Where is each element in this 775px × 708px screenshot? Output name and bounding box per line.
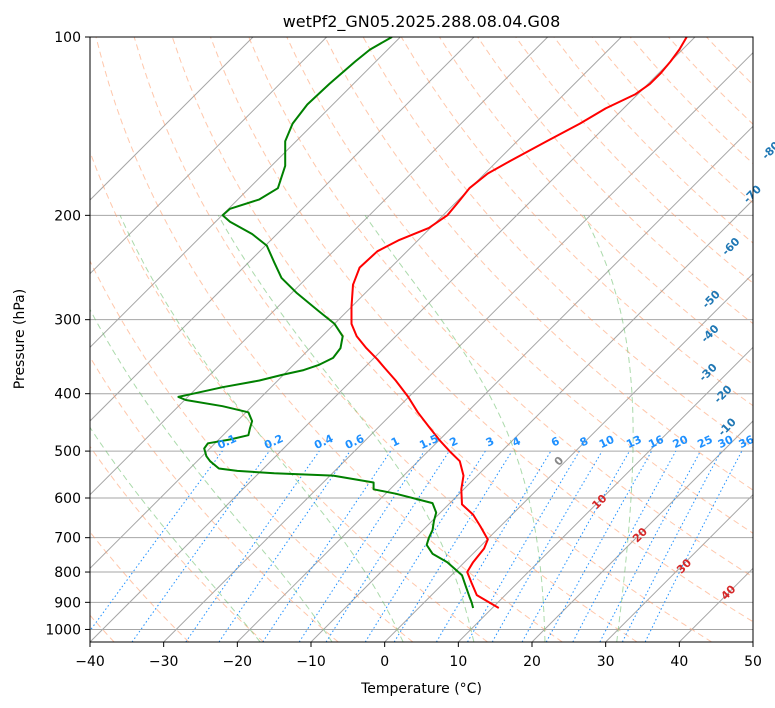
isotherm-line [384,272,753,642]
moist-adiabat-line [217,215,475,642]
plot-frame [89,36,754,643]
x-axis-label: Temperature (°C) [360,681,482,697]
dry-adiabat-line [90,259,414,642]
x-tick-label: 40 [670,654,688,670]
mixing-ratio-line [572,450,677,642]
mixing-ratio-line [644,450,743,642]
chart-title: wetPf2_GN05.2025.288.08.04.G08 [283,12,561,32]
moist-adiabat-line [364,215,546,642]
isotherm-line [236,125,753,642]
y-tick-label: 300 [54,313,81,329]
isotherm-line [90,37,328,275]
mixing-ratio-line [131,450,270,642]
y-tick-label: 1000 [45,622,81,638]
dry-adiabat-line [324,37,753,491]
mixing-ratio-label: 30 [716,433,736,451]
mixing-ratio-line [393,450,513,642]
moist-adiabat-line [90,426,261,642]
y-tick-label: 800 [54,565,81,581]
isotherm-line [457,346,753,642]
isotherm-line [90,37,254,201]
x-tick-label: −10 [296,654,326,670]
moist-adiabat-line [583,215,634,642]
y-tick-label: 400 [54,387,81,403]
dewpoint-profile-line [177,37,475,609]
x-tick-label: −30 [149,654,179,670]
x-tick-label: 50 [744,654,762,670]
moist-adiabat-line [90,308,333,642]
isotherm-line [531,420,753,642]
y-tick-label: 200 [54,208,81,224]
dry-adiabat-line [515,37,753,284]
moist-adiabat-line [119,215,404,642]
dry-adiabat-line [133,37,638,642]
dry-adiabat-line [248,37,753,578]
y-tick-label: 900 [54,595,81,611]
mixing-ratio-line [90,450,223,632]
dry-adiabat-line [95,37,563,642]
mixing-ratio-line [185,450,320,642]
grid-layer [90,37,753,642]
isotherm-line [90,37,549,496]
isotherm-line [90,37,475,422]
mixing-ratio-label: 16 [646,433,666,451]
x-tick-label: −20 [223,654,253,670]
isotherm-line [90,37,622,570]
x-tick-label: 0 [380,654,389,670]
isotherm-line [90,37,401,349]
mixing-ratio-line [262,450,392,642]
x-tick-label: 10 [449,654,467,670]
y-tick-label: 700 [54,531,81,547]
y-tick-label: 100 [54,30,81,46]
dry-adiabat-line [90,445,264,642]
mixing-ratio-label: 13 [624,433,643,451]
dry-adiabat-line [171,37,712,642]
axis-layer: −40 −30 −20 −10 0 10 20 30 40 50 100 200 300 400 500 60… [45,30,762,670]
y-tick-label: 600 [54,491,81,507]
mixing-ratio-line [325,450,450,642]
x-tick-label: 20 [523,654,541,670]
y-tick-label: 500 [54,444,81,460]
isotherm-line [90,37,696,642]
dry-adiabat-line [90,356,339,642]
mixing-ratio-label: 10 [597,433,617,451]
temperature-profile-line [350,37,688,609]
y-axis-label: Pressure (hPa) [12,289,28,389]
mixing-ratio-label: 20 [671,433,691,451]
mixing-ratio-label: 36 [737,433,757,451]
dry-adiabat-line [286,37,753,534]
isotherm-line [605,493,753,642]
mixing-ratio-line [521,450,630,642]
mixing-ratio-line [545,450,653,642]
profile-layer [177,37,688,609]
dry-adiabat-line [210,37,753,623]
isotherm-line [163,51,753,642]
mixing-ratio-line [218,450,351,642]
x-tick-label: 30 [597,654,615,670]
mixing-ratio-label: 25 [695,433,714,451]
x-tick-label: −40 [75,654,105,670]
